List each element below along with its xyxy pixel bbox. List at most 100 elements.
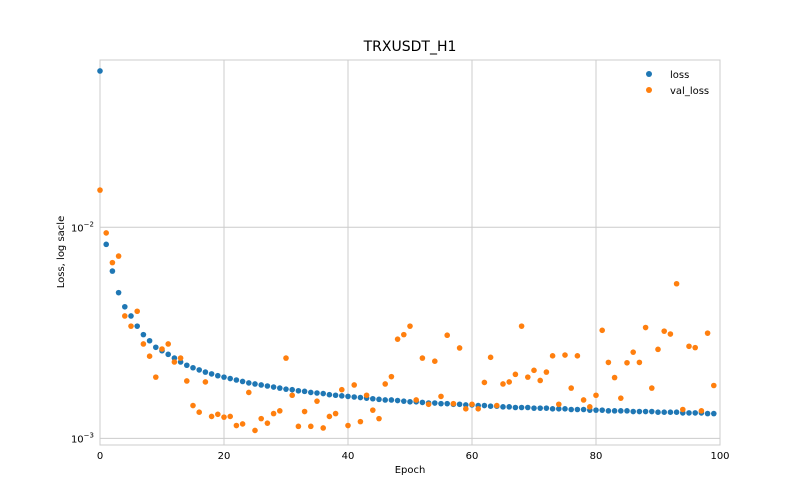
val-loss-point	[692, 344, 698, 351]
val-loss-point	[531, 367, 537, 374]
val-loss-point	[382, 381, 389, 387]
val-loss-point	[159, 346, 165, 352]
val-loss-point	[277, 408, 283, 414]
series-val-loss	[97, 187, 717, 434]
loss-point	[630, 408, 636, 415]
val-loss-point	[618, 395, 624, 401]
val-loss-point	[97, 187, 103, 193]
val-loss-point	[221, 414, 227, 420]
loss-point	[233, 377, 240, 383]
loss-point	[463, 402, 469, 408]
val-loss-point	[500, 381, 506, 387]
loss-point	[246, 380, 252, 386]
val-loss-point	[326, 413, 333, 420]
chart-title: TRXUSDT_H1	[363, 39, 457, 55]
loss-point	[636, 408, 643, 415]
val-loss-point	[376, 415, 382, 422]
y-tick-label: 10−2	[71, 220, 94, 234]
loss-point	[326, 391, 333, 398]
val-loss-point	[270, 410, 277, 417]
val-loss-point	[456, 345, 463, 351]
loss-point	[370, 395, 376, 402]
loss-point	[624, 408, 630, 414]
val-loss-point	[289, 392, 296, 399]
val-loss-point	[190, 402, 196, 409]
val-loss-point	[264, 420, 271, 426]
y-tick-label: 10−3	[71, 431, 94, 445]
val-loss-point	[227, 413, 233, 420]
val-loss-point	[184, 378, 190, 384]
loss-point	[295, 387, 302, 394]
y-axis-label: Loss, log sacle	[56, 216, 67, 288]
loss-point	[512, 404, 519, 411]
loss-point	[140, 331, 147, 338]
val-loss-point	[177, 355, 184, 361]
loss-point	[357, 394, 364, 401]
x-tick-label: 80	[590, 451, 603, 462]
val-loss-point	[357, 418, 364, 425]
val-loss-point	[630, 349, 636, 355]
val-loss-point	[407, 323, 413, 329]
loss-point	[221, 374, 227, 380]
val-loss-point	[506, 379, 512, 385]
y-tick-labels: 10−2 10−3	[71, 220, 94, 445]
val-loss-point	[103, 230, 109, 236]
val-loss-point	[556, 401, 562, 408]
loss-point	[103, 241, 109, 248]
val-loss-point	[593, 392, 599, 399]
val-loss-point	[332, 410, 339, 417]
series-layer	[97, 68, 717, 434]
val-loss-point	[537, 377, 543, 384]
loss-point	[208, 371, 215, 377]
loss-point	[487, 403, 494, 410]
val-loss-point	[301, 408, 308, 415]
x-tick-label: 0	[97, 451, 103, 462]
loss-point	[655, 409, 661, 416]
val-loss-point	[512, 371, 519, 378]
loss-point	[531, 405, 537, 411]
loss-point	[134, 323, 140, 329]
loss-point	[289, 386, 296, 393]
loss-point	[388, 397, 395, 403]
loss-point	[202, 369, 209, 375]
loss-point	[283, 386, 289, 392]
val-loss-point	[686, 343, 692, 350]
loss-point	[711, 410, 717, 417]
val-loss-point	[394, 336, 401, 342]
val-loss-point	[661, 328, 667, 334]
loss-point	[332, 392, 339, 399]
val-loss-point	[401, 331, 407, 338]
loss-point	[686, 410, 692, 416]
val-loss-point	[494, 402, 500, 409]
loss-point	[215, 372, 221, 379]
val-loss-point	[246, 389, 252, 396]
val-loss-point	[525, 374, 531, 380]
loss-point	[146, 337, 153, 344]
loss-point	[481, 402, 488, 409]
loss-point	[227, 375, 233, 382]
legend: loss val_loss	[646, 70, 709, 97]
val-loss-point	[252, 427, 258, 434]
loss-point	[314, 390, 320, 396]
val-loss-point	[320, 425, 327, 431]
val-loss-point	[153, 374, 159, 380]
val-loss-point	[413, 397, 420, 403]
val-loss-point	[171, 359, 178, 365]
val-loss-point	[258, 415, 265, 422]
legend-marker-loss	[646, 71, 652, 77]
loss-point	[642, 408, 649, 415]
loss-point	[611, 408, 618, 414]
x-tick-label: 20	[218, 451, 231, 462]
loss-point	[339, 393, 345, 399]
val-loss-point	[698, 408, 705, 414]
val-loss-point	[642, 324, 649, 331]
val-loss-point	[146, 353, 153, 360]
val-loss-point	[208, 413, 215, 420]
x-tick-label: 60	[466, 451, 479, 462]
val-loss-point	[587, 404, 593, 410]
loss-point	[556, 406, 562, 412]
loss-point	[277, 385, 283, 391]
val-loss-point	[611, 374, 618, 381]
val-loss-point	[202, 379, 209, 385]
